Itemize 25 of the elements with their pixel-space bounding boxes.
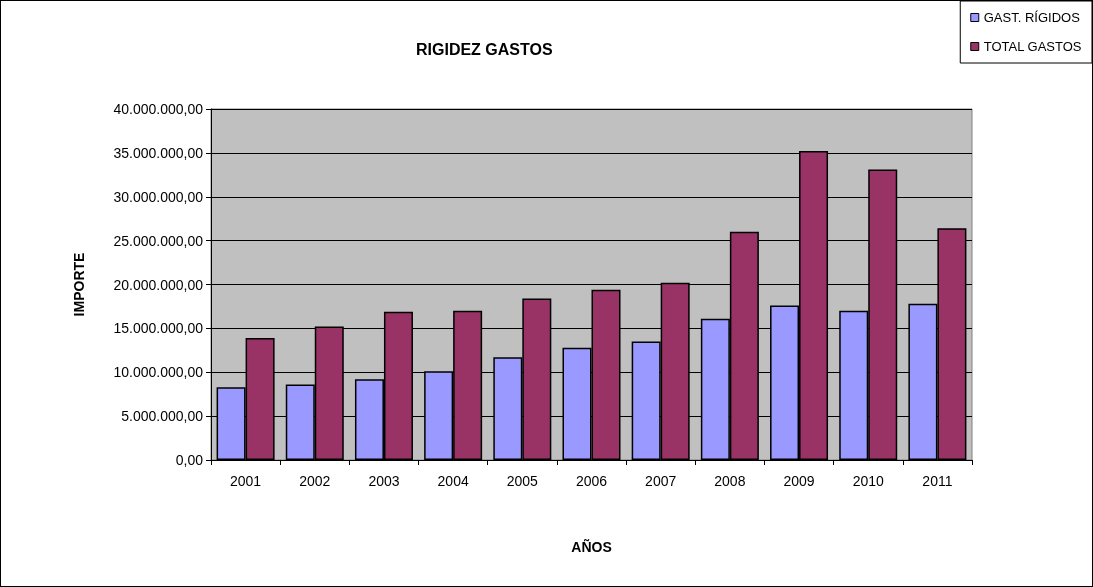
x-tick-label: 2006 xyxy=(575,473,608,489)
y-axis-title: IMPORTE xyxy=(71,252,87,317)
x-tick-label: 2011 xyxy=(922,473,953,489)
chart-title: RIGIDEZ GASTOS xyxy=(416,40,553,58)
y-tick-label: 30.000.000,00 xyxy=(113,188,204,205)
x-tick-label: 2010 xyxy=(852,473,885,489)
y-tick-label: 25.000.000,00 xyxy=(113,232,204,249)
x-tick-label: 2003 xyxy=(368,473,400,489)
x-tick-label: 2007 xyxy=(645,473,677,489)
y-tick-label: 35.000.000,00 xyxy=(113,144,204,161)
y-tick-label: 5.000.000,00 xyxy=(121,408,204,425)
legend-label: TOTAL GASTOS xyxy=(983,39,1082,54)
x-tick-label: 2009 xyxy=(783,473,815,489)
legend-label: GAST. RÍGIDOS xyxy=(983,10,1081,25)
x-tick-label: 2002 xyxy=(299,473,331,489)
x-tick-label: 2008 xyxy=(714,473,746,489)
y-tick-label: 20.000.000,00 xyxy=(113,276,204,293)
y-tick-label: 40.000.000,00 xyxy=(113,101,204,117)
x-tick-label: 2001 xyxy=(230,473,262,489)
y-tick-label: 15.000.000,00 xyxy=(113,320,204,337)
x-tick-label: 2004 xyxy=(437,473,469,489)
x-axis-title: AÑOS xyxy=(571,538,612,555)
y-tick-label: 10.000.000,00 xyxy=(113,364,204,381)
x-tick-label: 2005 xyxy=(506,473,539,489)
y-tick-label: 0,00 xyxy=(175,452,204,468)
